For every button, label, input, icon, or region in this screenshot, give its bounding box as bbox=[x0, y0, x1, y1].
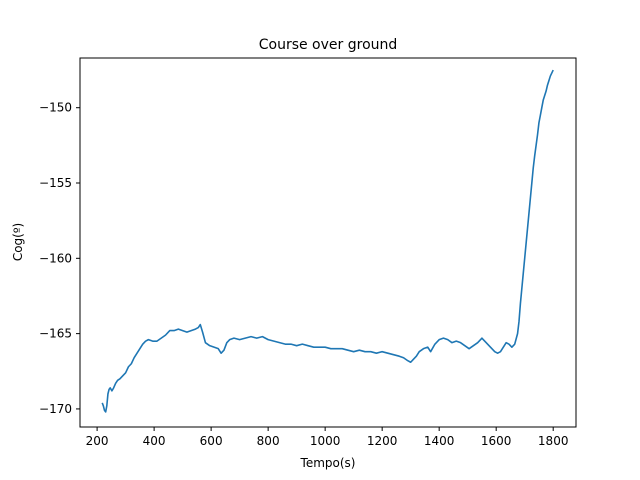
x-tick-label: 1800 bbox=[538, 434, 569, 448]
x-axis: 200 400 600 800 1000 1200 1400 1600 1800 bbox=[86, 427, 569, 448]
x-tick-label: 400 bbox=[143, 434, 166, 448]
y-tick-label: −155 bbox=[39, 176, 72, 190]
x-tick-label: 600 bbox=[200, 434, 223, 448]
x-tick-label: 800 bbox=[257, 434, 280, 448]
y-axis-label: Cog(º) bbox=[11, 223, 25, 261]
x-tick-label: 1000 bbox=[310, 434, 341, 448]
x-tick-label: 1200 bbox=[367, 434, 398, 448]
plot-area bbox=[101, 69, 554, 413]
x-tick-label: 1600 bbox=[481, 434, 512, 448]
x-tick-label: 1400 bbox=[424, 434, 455, 448]
x-axis-label: Tempo(s) bbox=[300, 456, 356, 470]
axes-frame bbox=[79, 57, 577, 428]
y-tick-label: −160 bbox=[39, 251, 72, 265]
y-tick-label: −170 bbox=[39, 402, 72, 416]
chart-title: Course over ground bbox=[259, 37, 398, 53]
y-tick-label: −165 bbox=[39, 327, 72, 341]
cog-series-line bbox=[101, 69, 554, 413]
y-axis: −170 −165 −160 −155 −150 bbox=[39, 101, 80, 416]
y-tick-label: −150 bbox=[39, 101, 72, 115]
x-tick-label: 200 bbox=[86, 434, 109, 448]
